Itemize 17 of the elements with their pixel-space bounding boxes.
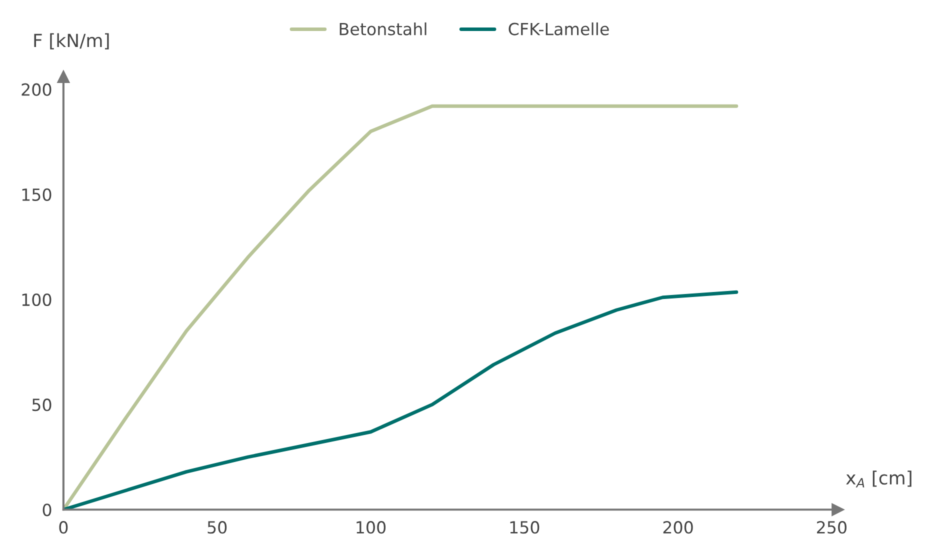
y-axis-title: F [kN/m] xyxy=(34,33,109,50)
line-series xyxy=(63,104,738,510)
y-tick-label: 100 xyxy=(22,293,52,306)
x-tick-label: 150 xyxy=(510,521,540,534)
y-tick-label: 0 xyxy=(42,504,52,516)
x-tick-label: 250 xyxy=(817,521,846,534)
x-tick-label: 50 xyxy=(208,521,227,534)
x-tick-label: 100 xyxy=(356,521,386,534)
y-tick-label: 200 xyxy=(22,83,52,96)
y-tick-label: 150 xyxy=(22,188,52,201)
x-axis-title: x$_{A}$ [cm] xyxy=(846,470,912,488)
legend-label: CFK-Lamelle xyxy=(508,22,609,36)
y-tick-label: 50 xyxy=(32,398,52,412)
x-tick-label: 200 xyxy=(663,521,693,534)
line-series xyxy=(63,290,738,510)
legend-label: Betonstahl xyxy=(340,22,426,36)
x-tick-label: 0 xyxy=(59,521,68,534)
